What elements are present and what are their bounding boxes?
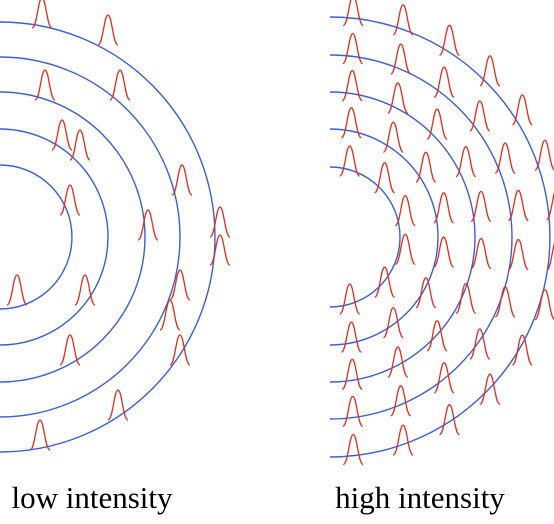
pulse	[51, 119, 73, 151]
pulse	[494, 286, 516, 318]
pulse	[394, 194, 416, 227]
low-intensity-panel	[0, 0, 231, 453]
pulse	[433, 66, 455, 98]
pulse	[469, 328, 491, 360]
pulse	[69, 129, 91, 161]
pulse	[479, 373, 501, 405]
pulse	[159, 299, 181, 331]
pulse	[382, 307, 404, 339]
pulse	[59, 334, 81, 366]
pulse	[387, 346, 409, 378]
pulse	[433, 236, 455, 268]
pulse	[438, 404, 461, 436]
wavefront	[329, 54, 513, 420]
pulse	[339, 283, 361, 315]
pulse	[341, 358, 363, 390]
pulse	[415, 277, 437, 309]
pulse	[507, 238, 529, 271]
pulse	[545, 192, 554, 221]
pulse	[394, 233, 416, 266]
pulse	[511, 334, 533, 366]
pulse	[433, 362, 455, 394]
pulse	[29, 419, 51, 451]
pulse	[209, 234, 231, 266]
pulse	[342, 395, 364, 428]
pulse	[342, 32, 364, 65]
wavefront	[0, 21, 216, 453]
pulse	[109, 69, 131, 101]
pulse	[31, 0, 53, 29]
pulse	[171, 164, 193, 196]
wavefront	[329, 16, 551, 458]
pulse	[415, 151, 437, 183]
pulse	[426, 320, 448, 352]
pulse	[545, 243, 554, 272]
pulse	[470, 237, 492, 270]
pulse	[392, 424, 414, 456]
pulse	[390, 43, 412, 75]
pulse	[74, 274, 96, 306]
panel-label: low intensity	[11, 480, 173, 515]
pulse	[59, 184, 81, 216]
wavefront	[329, 128, 439, 346]
wavefront	[0, 56, 181, 418]
panel-label: high intensity	[335, 480, 505, 515]
pulse	[374, 266, 396, 298]
pulse	[209, 206, 231, 238]
pulse	[470, 190, 492, 223]
pulse	[374, 162, 396, 194]
wavefront	[0, 91, 146, 383]
high-intensity-panel	[329, 0, 554, 466]
wavefront	[329, 166, 401, 308]
wavefront	[0, 164, 73, 310]
pulse	[6, 274, 28, 306]
pulse	[137, 209, 159, 241]
pulse	[339, 145, 361, 177]
pulse	[169, 269, 191, 301]
pulse	[107, 389, 129, 421]
pulse	[390, 385, 412, 417]
pulse	[169, 334, 191, 366]
wavefront	[329, 91, 476, 383]
pulse	[34, 69, 56, 101]
pulse	[426, 108, 448, 140]
wavefront	[0, 128, 109, 346]
pulse	[392, 4, 414, 36]
pulse	[534, 289, 554, 321]
pulse	[342, 433, 364, 466]
pulse	[382, 121, 404, 153]
pulse	[511, 94, 533, 126]
pulse	[455, 145, 477, 178]
pulse	[479, 55, 501, 87]
pulse	[494, 142, 516, 174]
pulse	[340, 107, 362, 139]
pulse	[387, 82, 409, 114]
pulse	[342, 0, 364, 27]
pulse	[469, 100, 491, 132]
pulse	[438, 24, 461, 56]
pulse	[340, 321, 362, 353]
pulse	[534, 139, 554, 171]
pulse	[433, 192, 455, 224]
pulse	[97, 14, 119, 46]
pulse	[507, 189, 529, 222]
pulse	[341, 70, 363, 102]
pulse	[455, 282, 477, 315]
